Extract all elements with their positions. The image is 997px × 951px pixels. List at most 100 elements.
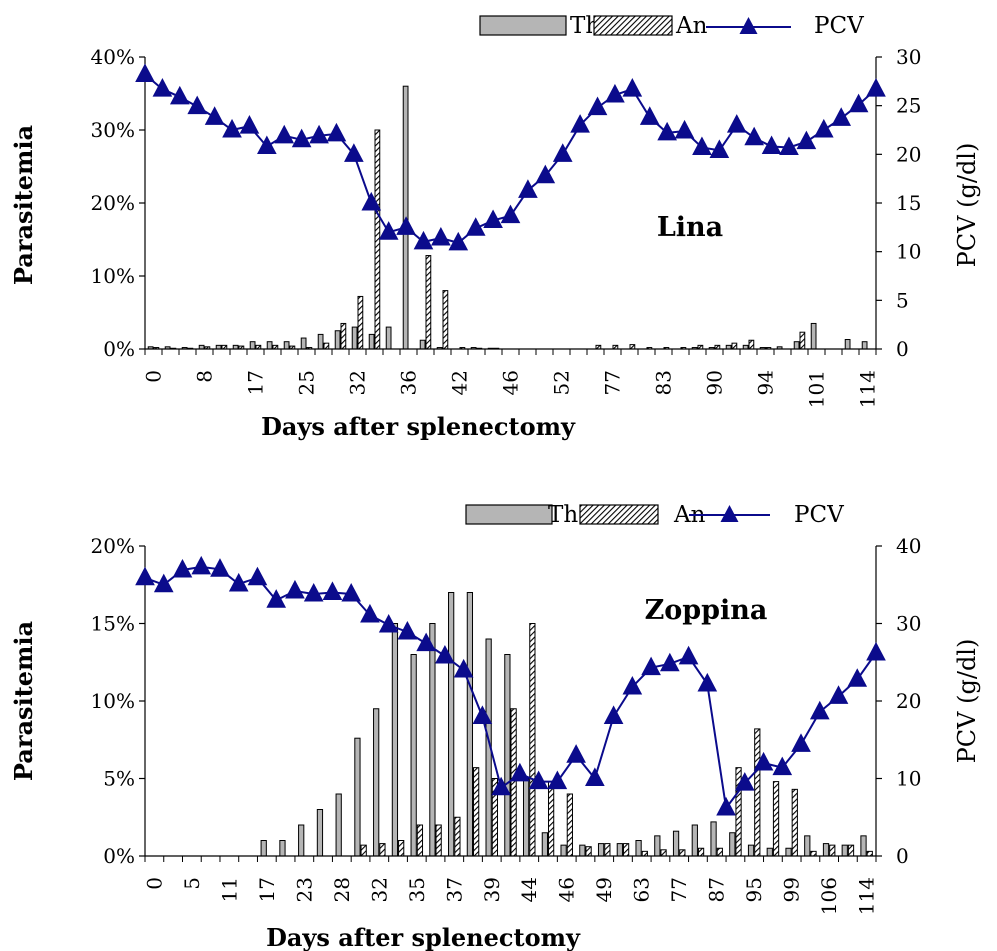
bar-an (547, 781, 555, 857)
y-tick-label: 15% (91, 612, 135, 636)
y2-tick-label: 0 (896, 844, 909, 868)
bar-an (754, 728, 761, 857)
bar-th (672, 830, 680, 857)
pcv-marker (510, 762, 530, 782)
y-tick-label: 20% (91, 534, 135, 558)
bar-th (448, 592, 455, 857)
bar-th (334, 330, 341, 350)
legend-pcv-label: PCV (814, 13, 864, 39)
x-tick-label: 8 (193, 370, 217, 383)
x-tick-label: 0 (142, 370, 166, 383)
pcv-marker (674, 119, 695, 139)
x-tick-label: 5 (180, 877, 204, 890)
pcv-marker (813, 118, 834, 138)
bar-an (622, 843, 630, 857)
pcv-marker (716, 796, 736, 816)
x-tick-label: 28 (330, 877, 354, 902)
bar-th (729, 832, 736, 857)
bar-an (340, 322, 347, 350)
y-tick-label: 20% (91, 191, 135, 215)
pcv-marker (866, 78, 886, 97)
pcv-marker (744, 126, 764, 146)
bar-an (810, 850, 817, 857)
bar-an (529, 623, 536, 857)
pcv-marker (169, 85, 190, 105)
y2-tick-label: 5 (896, 288, 909, 312)
bar-th (419, 339, 426, 350)
bar-an (629, 344, 636, 350)
bar-th (616, 843, 623, 857)
legend-an-swatch (593, 15, 673, 36)
pcv-marker (726, 114, 747, 133)
y2-tick-label: 30 (896, 612, 921, 636)
x-tick-label: 46 (499, 370, 523, 395)
pcv-marker (378, 613, 399, 633)
pcv-marker (605, 83, 625, 103)
pcv-marker (274, 124, 295, 144)
legend-pcv-marker (739, 17, 758, 34)
pcv-marker (152, 78, 173, 97)
bar-th (560, 844, 567, 857)
bar-an (425, 255, 432, 350)
pcv-marker (809, 700, 830, 720)
x-axis-title: Days after splenectomy (266, 923, 581, 951)
bar-th (368, 333, 375, 350)
bar-an (679, 849, 686, 857)
bar-th (466, 592, 474, 857)
bar-th (283, 341, 290, 350)
bar-th (691, 824, 698, 857)
x-tick-label: 35 (405, 877, 429, 902)
bar-th (266, 341, 273, 350)
pcv-marker (361, 191, 382, 211)
pcv-marker (153, 573, 174, 593)
bar-an (442, 290, 449, 350)
y2-axis-title: PCV (g/dl) (953, 143, 981, 268)
pcv-marker (622, 675, 643, 695)
x-tick-label: 23 (292, 877, 316, 902)
legend-pcv-marker (720, 505, 739, 522)
pcv-marker (772, 756, 793, 776)
x-tick-label: 114 (855, 877, 879, 915)
bar-an (866, 850, 873, 857)
y2-tick-label: 40 (896, 534, 921, 558)
pcv-marker (603, 705, 624, 724)
bar-th (597, 843, 605, 857)
pcv-marker (191, 555, 212, 575)
bar-an (772, 781, 780, 857)
y2-axis-title: PCV (g/dl) (953, 639, 981, 764)
x-tick-label: 94 (754, 370, 778, 395)
pcv-marker (322, 581, 343, 600)
pcv-marker (585, 767, 605, 786)
bar-th (300, 337, 307, 350)
x-tick-label: 46 (555, 877, 579, 902)
x-tick-label: 87 (705, 877, 729, 902)
y-tick-label: 10% (91, 689, 135, 713)
y2-tick-label: 10 (896, 240, 921, 264)
x-tick-label: 17 (244, 370, 268, 395)
bar-an (829, 844, 836, 857)
pcv-marker (228, 572, 249, 592)
y2-tick-label: 0 (896, 337, 909, 361)
legend-an-label: An (675, 13, 708, 39)
bar-an (566, 793, 573, 857)
chart-annotation: Lina (657, 212, 723, 243)
y-tick-label: 40% (91, 45, 135, 69)
pcv-marker (779, 136, 799, 156)
bar-th (351, 326, 358, 350)
pcv-marker (453, 658, 474, 678)
pcv-marker (848, 93, 869, 113)
pcv-marker (847, 668, 868, 687)
bar-an (748, 339, 755, 350)
bar-th (335, 793, 342, 857)
bar-an (716, 847, 723, 857)
bar-th (654, 835, 661, 857)
x-tick-label: 42 (448, 370, 472, 395)
y2-tick-label: 20 (896, 142, 921, 166)
bar-an (660, 849, 667, 857)
pcv-marker (753, 751, 774, 771)
bar-th (844, 339, 851, 350)
x-tick-label: 25 (295, 370, 319, 395)
pcv-marker (303, 582, 324, 602)
bar-th (391, 623, 399, 857)
